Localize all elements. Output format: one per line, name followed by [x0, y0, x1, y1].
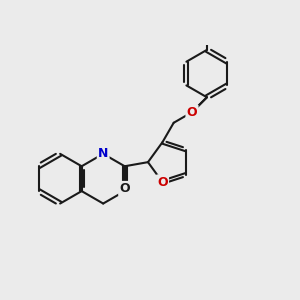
- Text: O: O: [157, 176, 168, 189]
- Text: N: N: [98, 147, 108, 160]
- Text: O: O: [187, 106, 197, 119]
- Text: O: O: [119, 182, 130, 195]
